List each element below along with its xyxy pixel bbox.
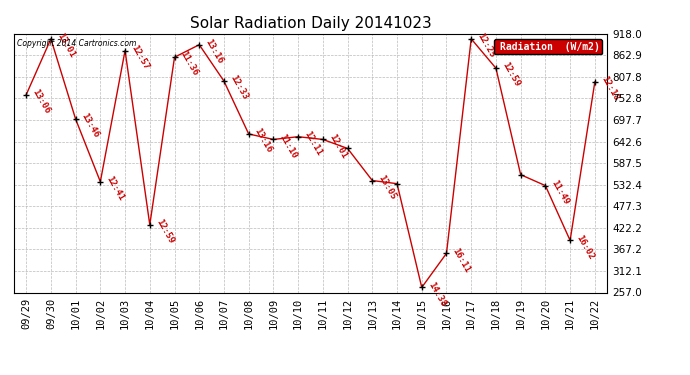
Text: 14:38: 14:38: [426, 280, 447, 308]
Text: 13:01: 13:01: [55, 32, 77, 59]
Text: 12:18: 12:18: [599, 75, 620, 102]
Text: 13:06: 13:06: [30, 87, 52, 116]
Legend: Radiation  (W/m2): Radiation (W/m2): [494, 39, 602, 54]
Text: 12:41: 12:41: [104, 174, 126, 202]
Text: 12:59: 12:59: [154, 217, 175, 245]
Text: 16:02: 16:02: [574, 233, 595, 261]
Text: 16:11: 16:11: [451, 246, 472, 274]
Text: 12:01: 12:01: [327, 132, 348, 160]
Text: Copyright 2014 Cartronics.com: Copyright 2014 Cartronics.com: [17, 39, 136, 48]
Text: 11:36: 11:36: [179, 50, 200, 78]
Text: 11:10: 11:10: [277, 132, 299, 160]
Text: 12:59: 12:59: [500, 61, 522, 89]
Text: 12:33: 12:33: [228, 74, 249, 102]
Text: 13:46: 13:46: [80, 112, 101, 140]
Text: 11:49: 11:49: [549, 178, 571, 206]
Title: Solar Radiation Daily 20141023: Solar Radiation Daily 20141023: [190, 16, 431, 31]
Text: 13:16: 13:16: [204, 38, 225, 65]
Text: 13:05: 13:05: [377, 173, 397, 201]
Text: 12:11: 12:11: [302, 129, 324, 157]
Text: 12:57: 12:57: [129, 43, 150, 71]
Text: 13:16: 13:16: [253, 127, 274, 154]
Text: 12:25: 12:25: [475, 32, 497, 59]
